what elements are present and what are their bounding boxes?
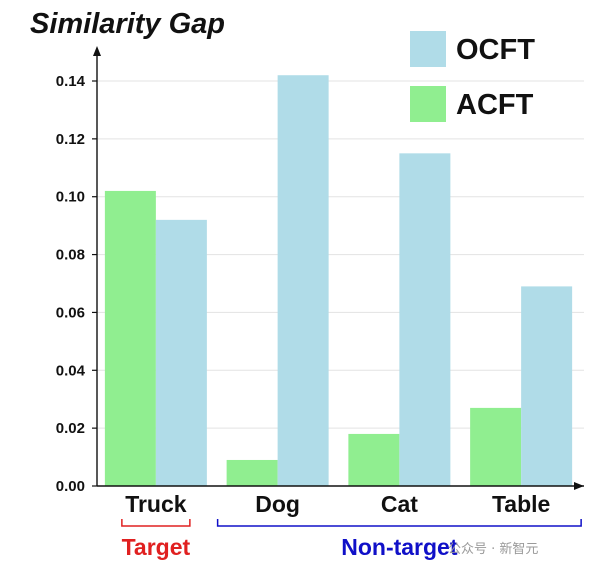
x-axis-arrow	[574, 482, 584, 490]
bar-acft-dog	[226, 459, 278, 486]
chart-title: Similarity Gap	[30, 8, 225, 40]
bar-acft-cat	[348, 433, 400, 486]
category-groups: Target Non-target	[121, 519, 582, 560]
y-tick-label: 0.00	[56, 478, 85, 495]
y-axis-ticks: 0.00 0.02 0.04 0.06 0.08 0.10 0.12 0.14	[56, 73, 97, 495]
bar-acft-truck	[104, 190, 156, 486]
y-tick-label: 0.10	[56, 189, 85, 206]
legend: OCFT ACFT	[410, 31, 535, 122]
x-category-label: Dog	[255, 491, 300, 517]
bar-ocft-table	[521, 286, 573, 486]
watermark: 公众号 · 新智元	[448, 541, 538, 557]
x-category-label: Truck	[125, 491, 187, 517]
axes	[93, 46, 584, 490]
legend-label-ocft: OCFT	[456, 34, 535, 66]
bar-ocft-cat	[399, 153, 451, 487]
bar-ocft-truck	[155, 219, 207, 486]
bars	[104, 75, 573, 487]
y-tick-label: 0.06	[56, 304, 85, 321]
bar-ocft-dog	[277, 75, 329, 486]
legend-label-acft: ACFT	[456, 89, 534, 121]
y-tick-label: 0.08	[56, 247, 85, 264]
x-category-label: Table	[492, 491, 550, 517]
group-bracket-target	[121, 519, 191, 527]
y-axis-arrow	[93, 46, 101, 56]
bar-acft-table	[470, 407, 522, 486]
group-bracket-non-target	[216, 519, 582, 527]
y-tick-label: 0.04	[56, 362, 86, 379]
group-label-target: Target	[122, 534, 191, 560]
legend-swatch-ocft	[410, 31, 446, 67]
x-category-label: Cat	[381, 491, 418, 517]
legend-swatch-acft	[410, 86, 446, 122]
y-tick-label: 0.02	[56, 420, 85, 437]
y-tick-label: 0.14	[56, 73, 86, 90]
group-label-non-target: Non-target	[341, 534, 458, 560]
y-tick-label: 0.12	[56, 131, 85, 148]
x-axis-categories: Truck Dog Cat Table	[125, 491, 550, 517]
